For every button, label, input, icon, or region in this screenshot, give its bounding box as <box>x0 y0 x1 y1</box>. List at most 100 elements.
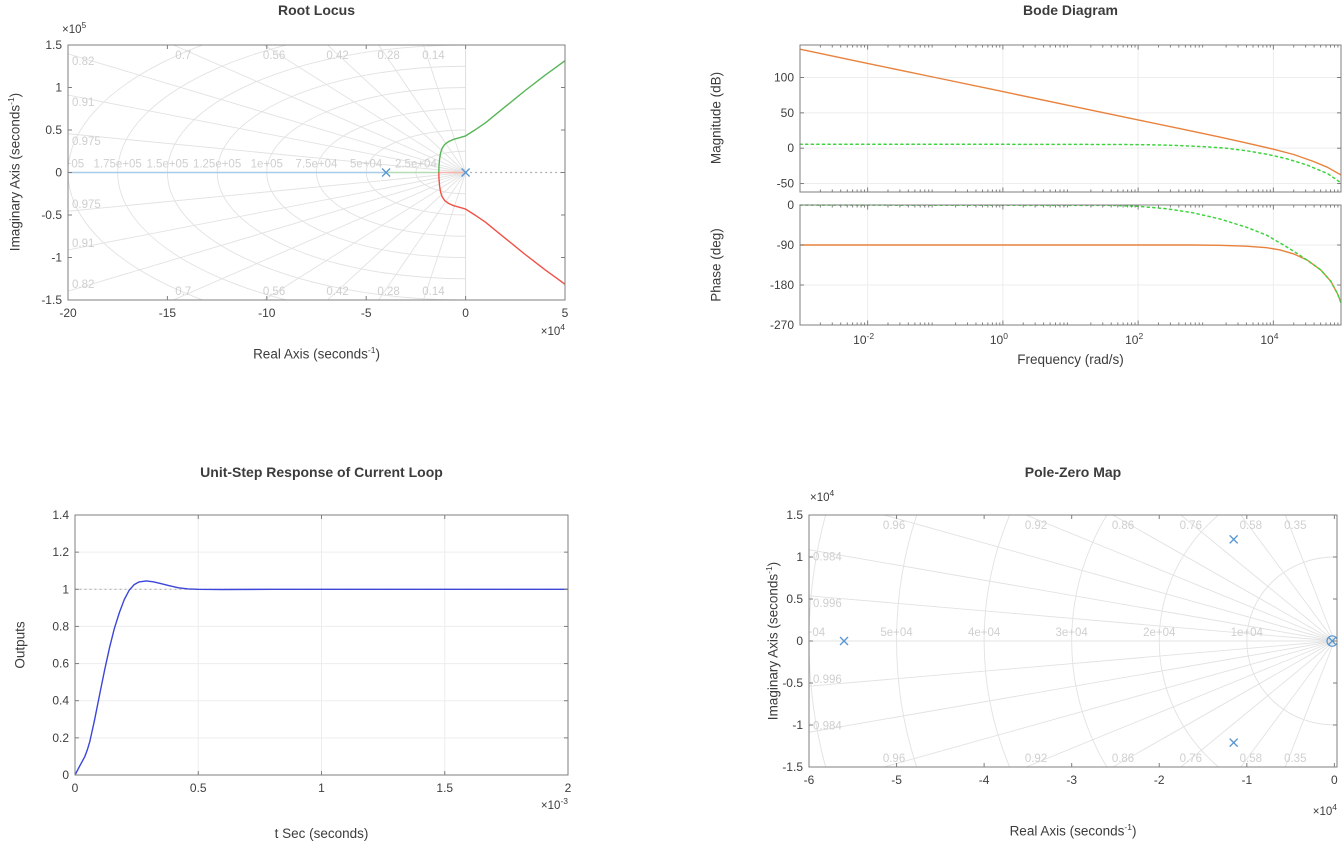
root-locus-ylabel: Imaginary Axis (seconds-1) <box>5 92 23 252</box>
zeta-label: 0.58 <box>1240 753 1262 765</box>
zeta-line <box>1024 515 1335 642</box>
pole-marker <box>1328 636 1337 646</box>
series-step-response <box>74 580 568 776</box>
x-tick-label: 102 <box>1125 331 1143 347</box>
zeta-line <box>68 133 466 173</box>
wn-label: 1e+04 <box>1231 627 1264 639</box>
zeta-line <box>1284 640 1335 767</box>
x-tick-label: 5 <box>562 306 569 320</box>
x-tick-label: -5 <box>361 306 372 320</box>
pole-marker <box>1229 534 1239 544</box>
zeta-label: 0.996 <box>813 674 842 686</box>
step-response-panel: Unit-Step Response of Current Loop 0 0.5 1… <box>0 430 620 854</box>
zeta-label: 0.92 <box>1025 520 1047 532</box>
y-tick-label: 100 <box>774 71 794 85</box>
y-tick-label: 0.5 <box>45 123 62 137</box>
x-tick-label: 0 <box>462 306 469 320</box>
zeta-label: 0.35 <box>1284 753 1306 765</box>
pole-marker <box>381 168 391 177</box>
zeta-label: 0.975 <box>72 136 101 148</box>
y-tick-label: 1.4 <box>52 508 69 522</box>
zeta-label: 0.82 <box>72 279 94 291</box>
zeta-line <box>378 45 466 173</box>
series-phase-closed-loop <box>799 204 1342 304</box>
zeta-line <box>172 45 466 173</box>
root_locus-plot-area: 2.5e+04 5e+04 7.5e+04 1e+05 1.25e+05 1.5e+05 1… <box>52 45 565 300</box>
step-response-xlabel: t Sec (seconds) <box>274 826 369 841</box>
series-locus-branch-red-curve <box>438 172 565 285</box>
wn-label: 2e+05 <box>52 159 84 171</box>
zeta-label: 0.91 <box>72 97 94 109</box>
x-tick-label: -15 <box>159 306 177 320</box>
pole-zero-map-panel: Pole-Zero Map ×104 1e+04 2e+04 3e+04 4e+04 5… <box>660 430 1344 854</box>
zeta-line <box>809 549 1335 642</box>
wn-arc <box>1158 515 1220 767</box>
zeta-label: 0.92 <box>1025 753 1047 765</box>
zero-marker <box>1326 635 1337 647</box>
x-tick-label: 100 <box>990 331 1008 347</box>
wn-label: 1e+05 <box>251 159 283 171</box>
zeta-label: 0.975 <box>72 199 101 211</box>
superscript: 4 <box>560 322 565 332</box>
y-tick-label: -0.5 <box>41 208 62 222</box>
zeta-line <box>263 45 466 173</box>
y-tick-label: 50 <box>781 106 795 120</box>
axes-box <box>799 44 1342 193</box>
wn-label: 1.25e+05 <box>193 159 241 171</box>
zeta-line <box>422 45 467 173</box>
zeta-line <box>809 640 1335 733</box>
superscript: -3 <box>560 796 568 806</box>
step-response-ylabel: Outputs <box>12 621 28 669</box>
zeta-label: 0.28 <box>377 286 399 298</box>
root-locus-xlabel: Real Axis (seconds-1) <box>253 345 380 362</box>
zeta-line <box>1240 515 1335 642</box>
x-tick-label: 104 <box>1260 331 1278 347</box>
y-tick-label: 0 <box>62 768 69 782</box>
root-locus-panel: Root Locus ×105 2.5e+04 5e+04 7.5e+04 1e+05… <box>0 0 620 420</box>
zeta-label: 0.86 <box>1112 520 1134 532</box>
y-tick-label: -270 <box>770 318 794 332</box>
bode-magnitude-ylabel: Magnitude (dB) <box>708 71 724 165</box>
pole-marker <box>1229 738 1239 748</box>
bode-title: Bode Diagram <box>1023 2 1118 18</box>
zeta-label: 0.82 <box>72 56 94 68</box>
y-tick-label: 1.5 <box>45 38 62 52</box>
x-tick-label: -10 <box>258 306 276 320</box>
wn-arc <box>896 515 918 767</box>
zeta-label: 0.96 <box>883 753 905 765</box>
zeta-label: 0.56 <box>263 286 285 298</box>
zeta-line <box>1180 515 1335 642</box>
zeta-line <box>326 172 466 300</box>
y-tick-label: 0 <box>787 141 794 155</box>
root-locus-canvas: 2.5e+04 5e+04 7.5e+04 1e+05 1.25e+05 1.5e+05 1… <box>41 38 569 320</box>
zeta-label: 0.58 <box>1240 520 1262 532</box>
zeta-label: 0.14 <box>422 286 445 298</box>
zeta-line <box>68 172 466 251</box>
y-tick-label: -1 <box>792 718 803 732</box>
series-mag-closed-loop <box>799 143 1342 184</box>
superscript: -1 <box>763 566 774 574</box>
zeta-label: 0.76 <box>1180 520 1202 532</box>
y-tick-label: -0.5 <box>782 676 803 690</box>
zeta-label: 0.91 <box>72 238 94 250</box>
y-tick-label: 1 <box>55 81 62 95</box>
wn-arc <box>983 515 1011 767</box>
zeta-label: 0.14 <box>422 50 445 62</box>
step-plot-area <box>74 580 569 776</box>
zeta-line <box>68 94 466 173</box>
y-tick-label: 1.5 <box>786 508 803 522</box>
zeta-line <box>422 172 467 300</box>
series-mag-open-loop <box>799 48 1342 176</box>
pole-zero-map-x-exponent: ×104 <box>1312 802 1337 818</box>
bode-phase-ylabel: Phase (deg) <box>708 228 724 302</box>
zeta-line <box>1240 640 1335 767</box>
zeta-line <box>1180 640 1335 767</box>
wn-label: 5e+04 <box>350 159 383 171</box>
x-tick-label: 0 <box>1331 773 1338 787</box>
zeta-line <box>172 172 466 300</box>
step-response-x-exponent: ×10-3 <box>540 796 568 812</box>
zeta-line <box>68 53 466 173</box>
pole-marker <box>839 636 849 646</box>
y-tick-label: -1 <box>51 251 62 265</box>
wn-label: 4e+04 <box>968 627 1001 639</box>
